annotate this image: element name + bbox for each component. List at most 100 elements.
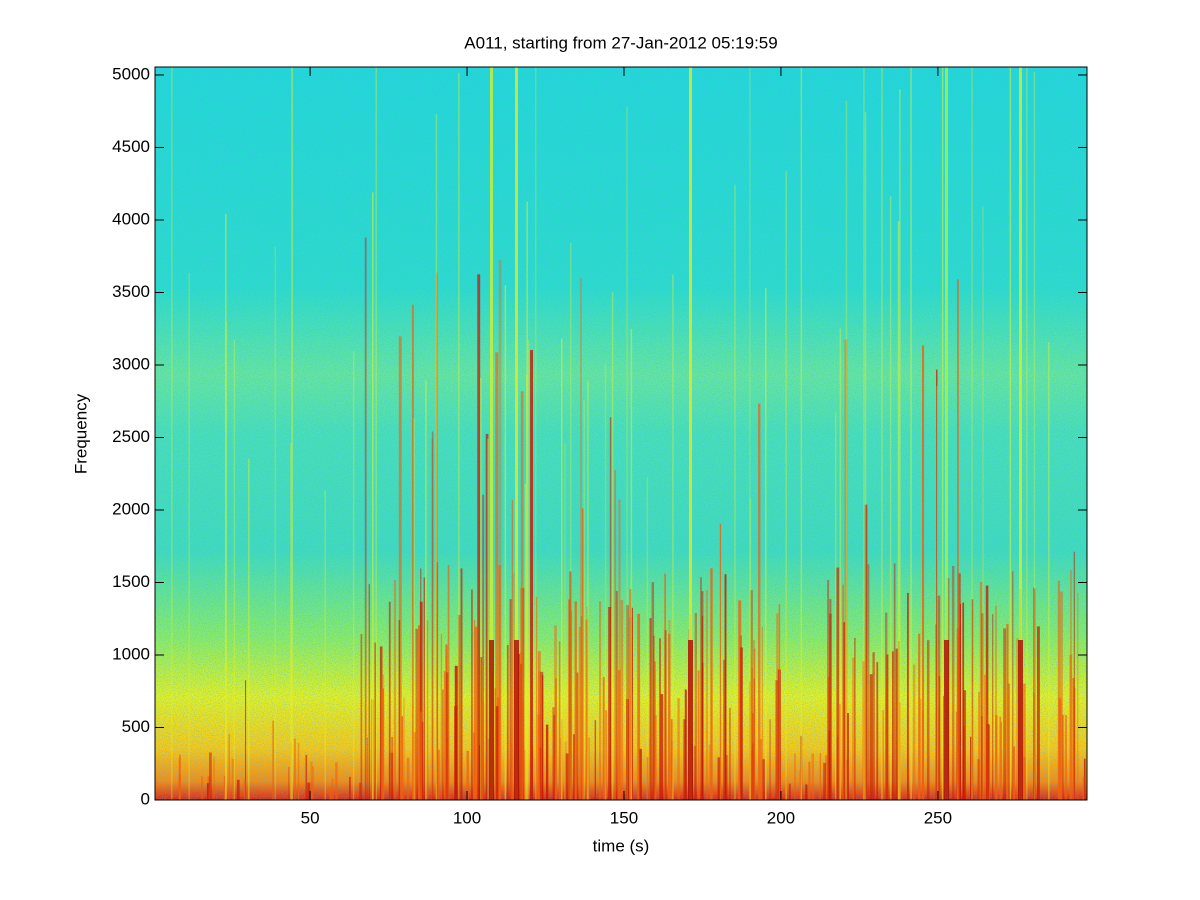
- texture-streak: [324, 490, 327, 800]
- x-tick-label: 250: [924, 808, 952, 827]
- texture-streak: [474, 626, 478, 800]
- x-axis-label: time (s): [593, 836, 650, 855]
- texture-streak: [664, 630, 667, 800]
- texture-streak: [758, 403, 761, 800]
- texture-streak: [693, 745, 697, 800]
- texture-streak: [481, 700, 484, 800]
- texture-streak: [750, 590, 753, 800]
- texture-streak: [688, 640, 693, 800]
- texture-streak: [460, 568, 463, 800]
- texture-streak: [631, 607, 633, 800]
- texture-streak: [246, 787, 250, 800]
- texture-streak: [958, 573, 961, 800]
- texture-streak: [495, 352, 499, 800]
- texture-streak: [910, 67, 912, 800]
- texture-streak: [651, 582, 655, 800]
- texture-streak: [749, 681, 752, 800]
- texture-streak: [335, 762, 338, 800]
- texture-streak: [609, 417, 612, 800]
- texture-streak: [862, 661, 865, 800]
- texture-streak: [629, 694, 633, 800]
- texture-streak: [672, 274, 674, 800]
- texture-streak: [490, 67, 493, 800]
- texture-streak: [534, 67, 537, 800]
- texture-streak: [646, 477, 649, 800]
- texture-streak: [188, 272, 190, 800]
- texture-streak: [574, 601, 577, 800]
- texture-streak: [1082, 776, 1085, 800]
- texture-streak: [985, 585, 989, 800]
- texture-streak: [626, 106, 628, 800]
- texture-streak: [510, 743, 513, 800]
- texture-streak: [420, 568, 422, 800]
- texture-streak: [670, 751, 673, 800]
- texture-streak: [1059, 591, 1063, 800]
- texture-streak: [867, 564, 870, 800]
- texture-streak: [683, 719, 686, 800]
- texture-streak: [349, 776, 351, 800]
- x-tick-label: 200: [767, 808, 795, 827]
- texture-streak: [352, 351, 355, 800]
- texture-streak: [1083, 758, 1086, 800]
- texture-streak: [442, 689, 444, 800]
- texture-streak: [390, 752, 394, 800]
- texture-streak: [906, 592, 909, 800]
- texture-streak: [403, 697, 405, 800]
- texture-streak: [942, 695, 945, 800]
- texture-streak: [660, 694, 664, 800]
- texture-streak: [1026, 67, 1028, 800]
- texture-streak: [700, 577, 702, 800]
- texture-streak: [725, 754, 728, 800]
- texture-streak: [1048, 341, 1050, 800]
- texture-streak: [272, 720, 274, 800]
- texture-streak: [311, 781, 313, 800]
- texture-streak: [944, 640, 949, 800]
- texture-streak: [223, 775, 226, 800]
- y-tick-label: 3500: [112, 282, 150, 301]
- texture-streak: [524, 483, 527, 800]
- texture-streak: [207, 776, 211, 800]
- texture-streak: [466, 750, 469, 800]
- texture-streak: [620, 599, 624, 800]
- x-tick-label: 100: [453, 808, 481, 827]
- texture-streak: [872, 652, 875, 800]
- texture-streak: [310, 761, 313, 800]
- texture-streak: [553, 715, 556, 800]
- texture-streak: [419, 711, 423, 800]
- texture-streak: [573, 734, 576, 800]
- texture-streak: [398, 336, 402, 800]
- texture-streak: [1012, 571, 1014, 800]
- texture-streak: [978, 691, 980, 800]
- texture-streak: [391, 736, 394, 800]
- texture-streak: [926, 640, 930, 800]
- texture-streak: [366, 737, 368, 800]
- texture-streak: [664, 573, 666, 800]
- texture-streak: [329, 789, 332, 800]
- texture-streak: [552, 707, 556, 800]
- texture-streak: [995, 605, 997, 800]
- texture-streak: [919, 698, 922, 800]
- texture-streak: [971, 682, 973, 800]
- texture-streak: [537, 714, 541, 800]
- texture-streak: [506, 644, 509, 800]
- texture-streak: [629, 589, 632, 800]
- texture-streak: [765, 287, 767, 800]
- texture-streak: [288, 766, 290, 800]
- texture-streak: [852, 657, 855, 800]
- texture-streak: [1073, 551, 1076, 800]
- y-tick-label: 2000: [112, 499, 150, 518]
- texture-streak: [992, 614, 994, 800]
- texture-streak: [438, 749, 440, 800]
- texture-streak: [922, 345, 925, 800]
- texture-streak: [788, 783, 791, 800]
- texture-streak: [586, 606, 588, 800]
- texture-streak: [889, 196, 892, 800]
- texture-streak: [374, 642, 376, 800]
- y-tick-label: 4500: [112, 137, 150, 156]
- texture-streak: [649, 618, 652, 800]
- texture-streak: [225, 321, 227, 800]
- texture-streak: [839, 328, 842, 800]
- texture-streak: [509, 599, 512, 800]
- texture-streak: [594, 720, 597, 800]
- texture-streak: [684, 689, 687, 800]
